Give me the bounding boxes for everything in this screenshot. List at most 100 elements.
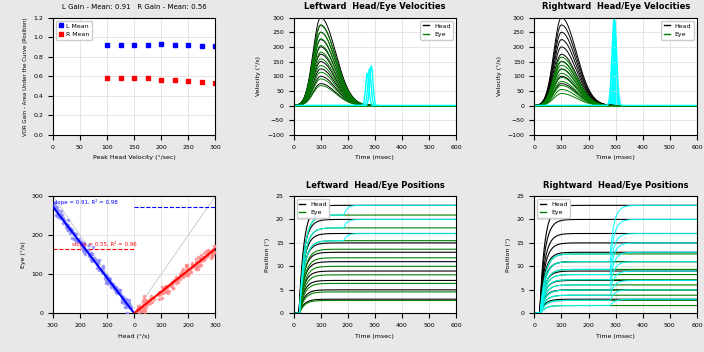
Point: [122, 302, 134, 308]
Point: [201, 254, 213, 259]
Point: [56, 215, 67, 220]
Point: [209, 249, 220, 255]
Point: [49, 203, 61, 209]
Point: [111, 288, 122, 294]
Point: [171, 274, 182, 279]
Point: [161, 285, 172, 291]
Point: [97, 263, 108, 268]
Point: [118, 296, 130, 301]
Point: [50, 206, 61, 211]
Point: [52, 207, 63, 213]
Point: [172, 279, 184, 284]
Point: [110, 284, 121, 290]
Point: [168, 277, 180, 283]
Point: [138, 308, 149, 313]
Point: [201, 253, 213, 258]
Point: [195, 253, 206, 258]
Point: [62, 222, 73, 228]
Point: [61, 221, 72, 227]
Point: [154, 292, 165, 297]
Point: [194, 255, 206, 261]
Point: [58, 219, 70, 224]
Point: [208, 246, 219, 252]
Point: [75, 239, 87, 245]
Point: [137, 304, 148, 310]
Point: [111, 287, 122, 293]
Point: [77, 247, 89, 252]
L Mean: [170, 43, 179, 47]
Point: [76, 244, 87, 250]
Point: [115, 288, 126, 293]
R Mean: [211, 81, 220, 85]
Point: [202, 252, 213, 258]
Point: [106, 282, 118, 288]
Point: [79, 249, 90, 254]
Point: [134, 308, 146, 314]
Point: [113, 287, 125, 293]
Point: [180, 263, 191, 269]
Point: [158, 288, 169, 294]
Point: [125, 304, 137, 310]
Title: Rightward  Head/Eye Velocities: Rightward Head/Eye Velocities: [541, 2, 690, 11]
Point: [101, 272, 112, 278]
Point: [86, 251, 97, 257]
Point: [83, 247, 94, 252]
Point: [163, 290, 174, 296]
Point: [166, 279, 177, 284]
Point: [63, 226, 74, 232]
Point: [70, 236, 81, 242]
Point: [153, 293, 165, 298]
Point: [61, 224, 72, 230]
Y-axis label: Velocity (°/s): Velocity (°/s): [497, 56, 502, 96]
Point: [63, 217, 74, 222]
Point: [92, 266, 103, 271]
Point: [51, 208, 63, 213]
Point: [168, 285, 179, 290]
Point: [74, 237, 85, 242]
Point: [189, 263, 200, 269]
Point: [153, 296, 165, 302]
Point: [140, 301, 151, 307]
Point: [108, 285, 119, 291]
Point: [176, 270, 187, 275]
Point: [101, 278, 113, 283]
Point: [84, 251, 96, 257]
Point: [106, 284, 117, 290]
Point: [123, 297, 134, 303]
Point: [174, 276, 185, 282]
Point: [124, 301, 135, 307]
Point: [65, 228, 76, 233]
Point: [177, 273, 189, 279]
Point: [144, 297, 156, 302]
Point: [54, 215, 65, 220]
Point: [113, 287, 125, 293]
Point: [87, 252, 98, 257]
Point: [111, 290, 122, 295]
Point: [72, 238, 83, 244]
Point: [161, 283, 172, 289]
Point: [50, 212, 61, 218]
Point: [202, 250, 213, 256]
Point: [206, 254, 218, 260]
Point: [53, 211, 64, 216]
Point: [122, 310, 133, 316]
Point: [206, 249, 217, 254]
L Mean: [211, 44, 220, 48]
Point: [202, 251, 213, 256]
Point: [61, 225, 73, 231]
Legend: Head, Eye: Head, Eye: [661, 21, 694, 40]
Point: [102, 275, 113, 280]
Point: [207, 250, 218, 256]
Point: [162, 284, 173, 290]
Point: [195, 263, 206, 268]
Point: [101, 275, 113, 280]
Point: [145, 293, 156, 298]
Point: [64, 230, 75, 235]
Text: slope = 0.91, R² = 0.98: slope = 0.91, R² = 0.98: [53, 199, 118, 205]
Point: [209, 243, 220, 249]
Point: [136, 307, 147, 313]
Point: [137, 309, 148, 314]
Point: [187, 263, 198, 268]
Point: [161, 287, 172, 293]
Point: [190, 264, 201, 270]
